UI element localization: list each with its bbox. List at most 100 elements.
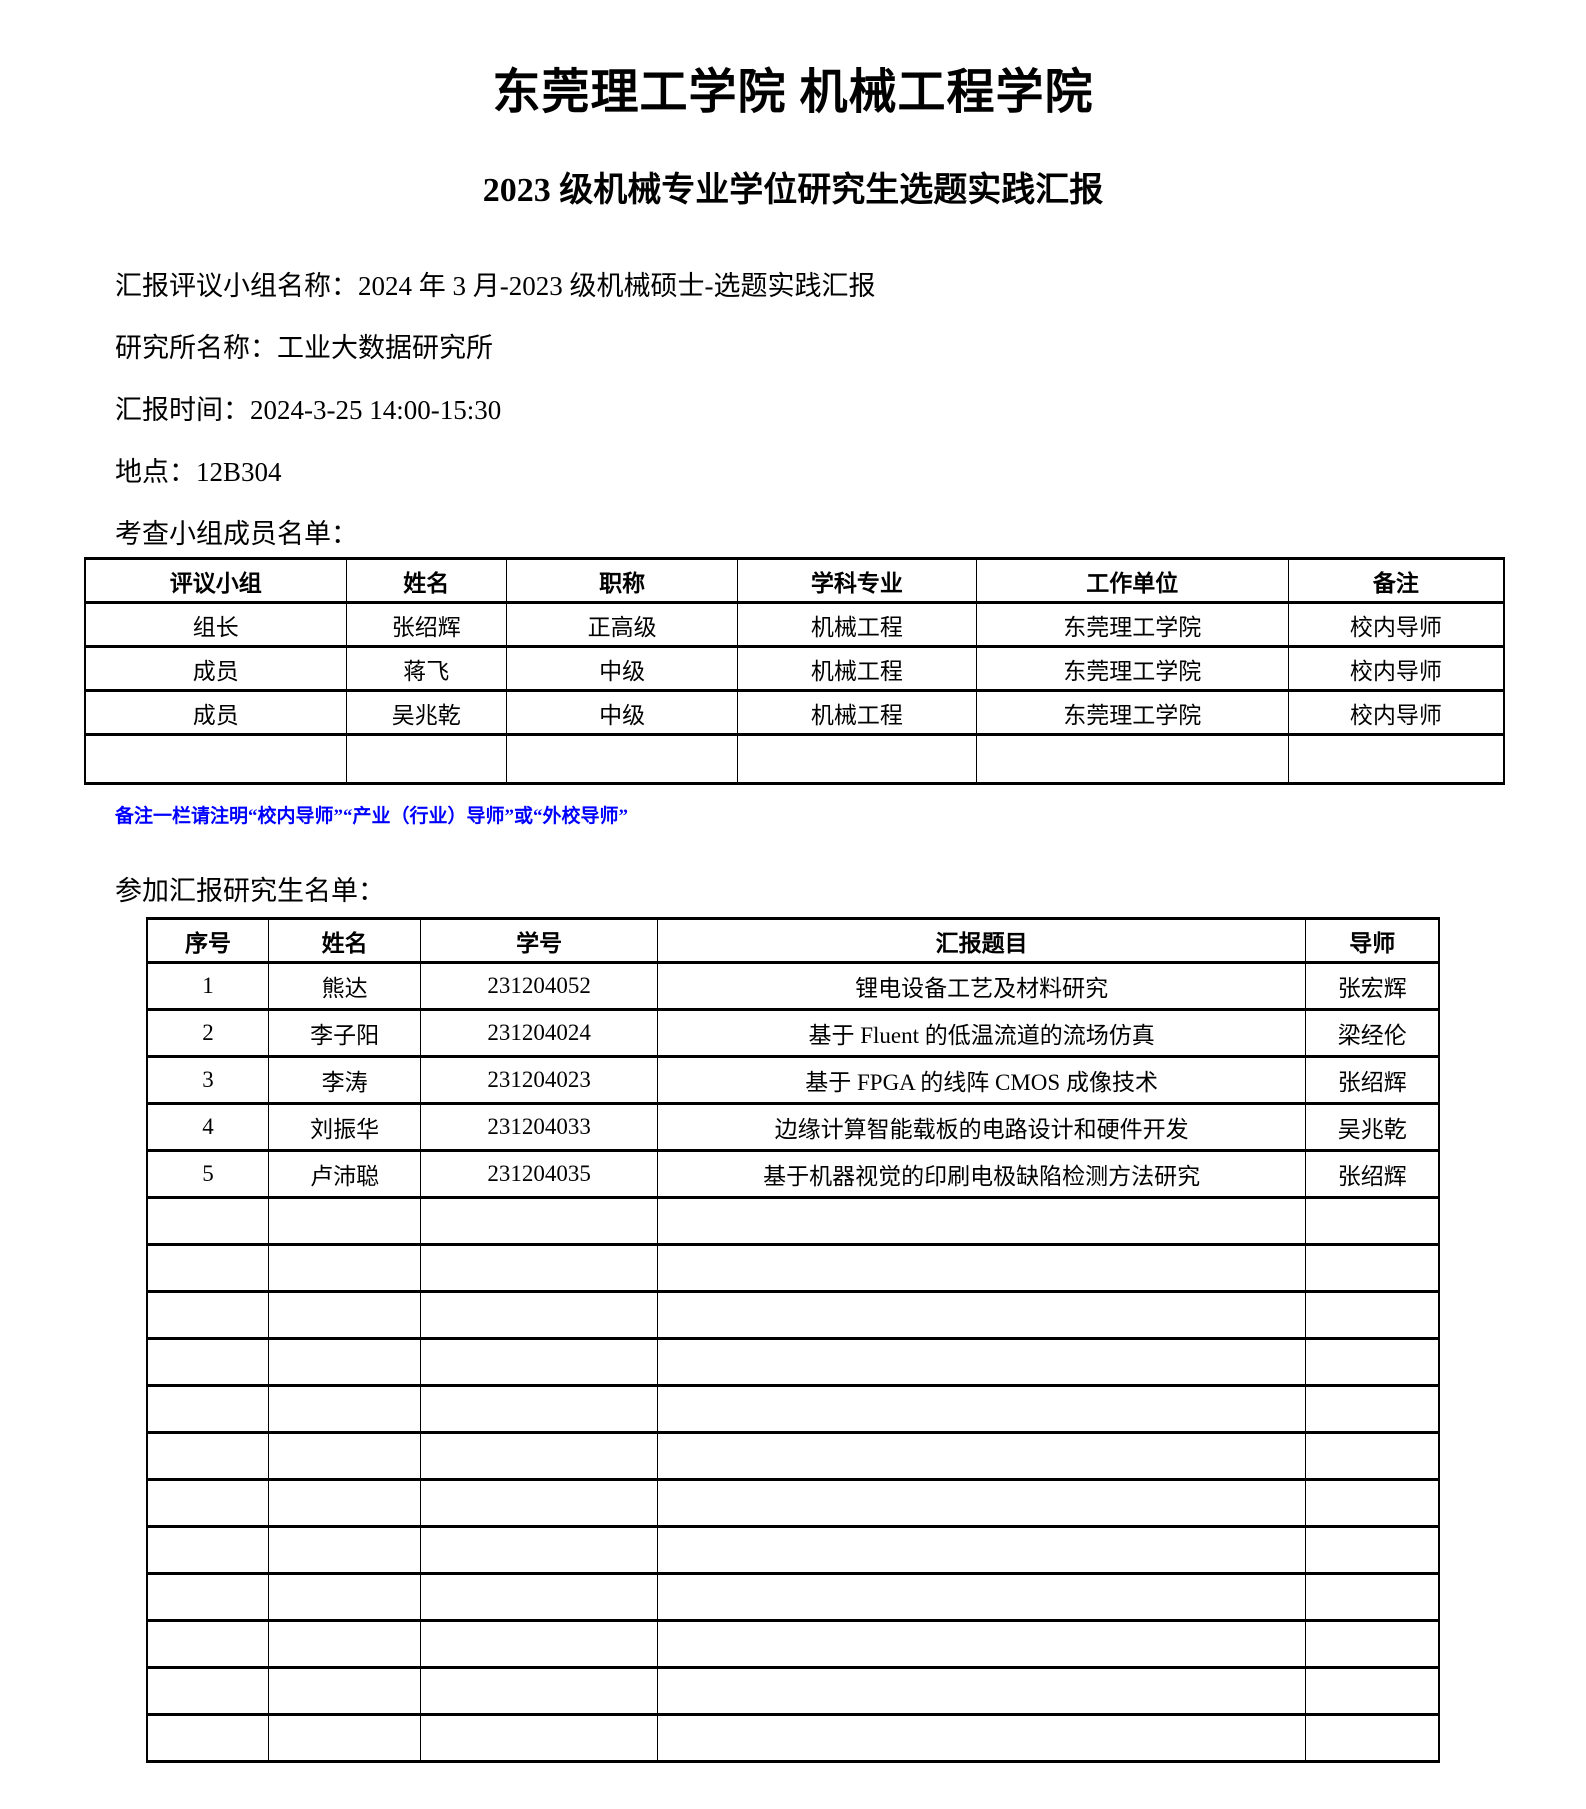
table-cell: 张绍辉	[1305, 1055, 1440, 1105]
table-row: 组长 张绍辉 正高级 机械工程 东莞理工学院 校内导师	[84, 601, 1505, 648]
table-header-row: 评议小组 姓名 职称 学科专业 工作单位 备注	[84, 557, 1505, 604]
info-line-institute: 研究所名称：工业大数据研究所	[115, 333, 493, 363]
students-table: 序号 姓名 学号 汇报题目 导师 1 熊达 231204052 锂电设备工艺及材料研究 张宏辉 2 李…	[146, 917, 1440, 1763]
table-cell: 蒋飞	[345, 645, 507, 692]
table-cell	[656, 1243, 1307, 1293]
table-cell	[146, 1478, 269, 1528]
table-header-row: 序号 姓名 学号 汇报题目 导师	[146, 917, 1440, 964]
table-row: 2 李子阳 231204024 基于 Fluent 的低温流道的流场仿真 梁经伦	[146, 1008, 1440, 1058]
table-cell	[1305, 1572, 1440, 1622]
info-line-location: 地点：12B304	[115, 457, 282, 487]
table-cell	[1305, 1196, 1440, 1246]
column-header: 备注	[1287, 557, 1505, 604]
table-cell: 锂电设备工艺及材料研究	[656, 961, 1307, 1011]
table-row: 3 李涛 231204023 基于 FPGA 的线阵 CMOS 成像技术 张绍辉	[146, 1055, 1440, 1105]
table-cell	[1305, 1431, 1440, 1481]
table-cell: 中级	[505, 689, 739, 736]
table-row	[146, 1525, 1440, 1575]
column-header: 学科专业	[737, 557, 977, 604]
table-cell: 正高级	[505, 601, 739, 648]
table-cell	[420, 1619, 658, 1669]
table-cell: 组长	[84, 601, 347, 648]
table-row	[84, 733, 1505, 785]
table-cell: 张绍辉	[345, 601, 507, 648]
table-cell	[656, 1290, 1307, 1340]
table-cell: 基于 FPGA 的线阵 CMOS 成像技术	[656, 1055, 1307, 1105]
table-row	[146, 1337, 1440, 1387]
table-cell	[146, 1384, 269, 1434]
table-cell	[146, 1619, 269, 1669]
table-cell: 231204035	[420, 1149, 658, 1199]
table-row	[146, 1431, 1440, 1481]
table-cell	[267, 1619, 422, 1669]
table-cell	[656, 1337, 1307, 1387]
table-cell: 校内导师	[1287, 601, 1505, 648]
table-cell: 机械工程	[737, 601, 977, 648]
table-cell: 4	[146, 1102, 269, 1152]
table-row	[146, 1572, 1440, 1622]
info-line-group-name: 汇报评议小组名称：2024 年 3 月-2023 级机械硕士-选题实践汇报	[115, 271, 876, 301]
table-cell	[267, 1290, 422, 1340]
table-cell: 边缘计算智能载板的电路设计和硬件开发	[656, 1102, 1307, 1152]
table-cell: 基于机器视觉的印刷电极缺陷检测方法研究	[656, 1149, 1307, 1199]
info-line-report-time: 汇报时间：2024-3-25 14:00-15:30	[115, 395, 502, 425]
table-cell: 校内导师	[1287, 645, 1505, 692]
table-cell: 校内导师	[1287, 689, 1505, 736]
table-cell: 东莞理工学院	[975, 601, 1289, 648]
table-cell	[146, 1431, 269, 1481]
table-cell: 2	[146, 1008, 269, 1058]
column-header: 职称	[505, 557, 739, 604]
table-cell	[267, 1431, 422, 1481]
table-cell	[1305, 1478, 1440, 1528]
table-cell	[267, 1196, 422, 1246]
table-cell: 李涛	[267, 1055, 422, 1105]
table-cell	[975, 733, 1289, 785]
table-cell: 吴兆乾	[1305, 1102, 1440, 1152]
table-cell: 1	[146, 961, 269, 1011]
table-cell	[420, 1431, 658, 1481]
table-cell	[1305, 1290, 1440, 1340]
table-cell	[1305, 1713, 1440, 1763]
table-cell	[267, 1384, 422, 1434]
table-cell	[420, 1666, 658, 1716]
table-cell	[267, 1525, 422, 1575]
table-cell: 梁经伦	[1305, 1008, 1440, 1058]
table-cell	[656, 1619, 1307, 1669]
table-cell	[420, 1525, 658, 1575]
table-cell: 3	[146, 1055, 269, 1105]
table-cell: 吴兆乾	[345, 689, 507, 736]
table-cell: 231204023	[420, 1055, 658, 1105]
table-cell	[656, 1713, 1307, 1763]
table-cell	[267, 1243, 422, 1293]
column-header: 序号	[146, 917, 269, 964]
table-row	[146, 1713, 1440, 1763]
table-row	[146, 1478, 1440, 1528]
table-cell	[146, 1713, 269, 1763]
table-cell	[656, 1525, 1307, 1575]
table-row: 4 刘振华 231204033 边缘计算智能载板的电路设计和硬件开发 吴兆乾	[146, 1102, 1440, 1152]
table-cell: 卢沛聪	[267, 1149, 422, 1199]
table-cell: 刘振华	[267, 1102, 422, 1152]
column-header: 姓名	[345, 557, 507, 604]
table-cell: 231204052	[420, 961, 658, 1011]
table-cell	[505, 733, 739, 785]
table-row	[146, 1666, 1440, 1716]
table-cell	[1305, 1619, 1440, 1669]
table-cell	[146, 1243, 269, 1293]
table-cell: 中级	[505, 645, 739, 692]
table-row	[146, 1243, 1440, 1293]
table-cell	[420, 1478, 658, 1528]
column-header: 学号	[420, 917, 658, 964]
table-cell: 231204033	[420, 1102, 658, 1152]
table-cell	[146, 1572, 269, 1622]
table-cell	[737, 733, 977, 785]
column-header: 工作单位	[975, 557, 1289, 604]
table-cell	[656, 1196, 1307, 1246]
committee-table-note: 备注一栏请注明“校内导师”“产业（行业）导师”或“外校导师”	[115, 806, 629, 827]
table-row: 1 熊达 231204052 锂电设备工艺及材料研究 张宏辉	[146, 961, 1440, 1011]
column-header: 汇报题目	[656, 917, 1307, 964]
table-cell	[146, 1337, 269, 1387]
table-row	[146, 1619, 1440, 1669]
table-cell	[146, 1525, 269, 1575]
table-cell	[420, 1196, 658, 1246]
